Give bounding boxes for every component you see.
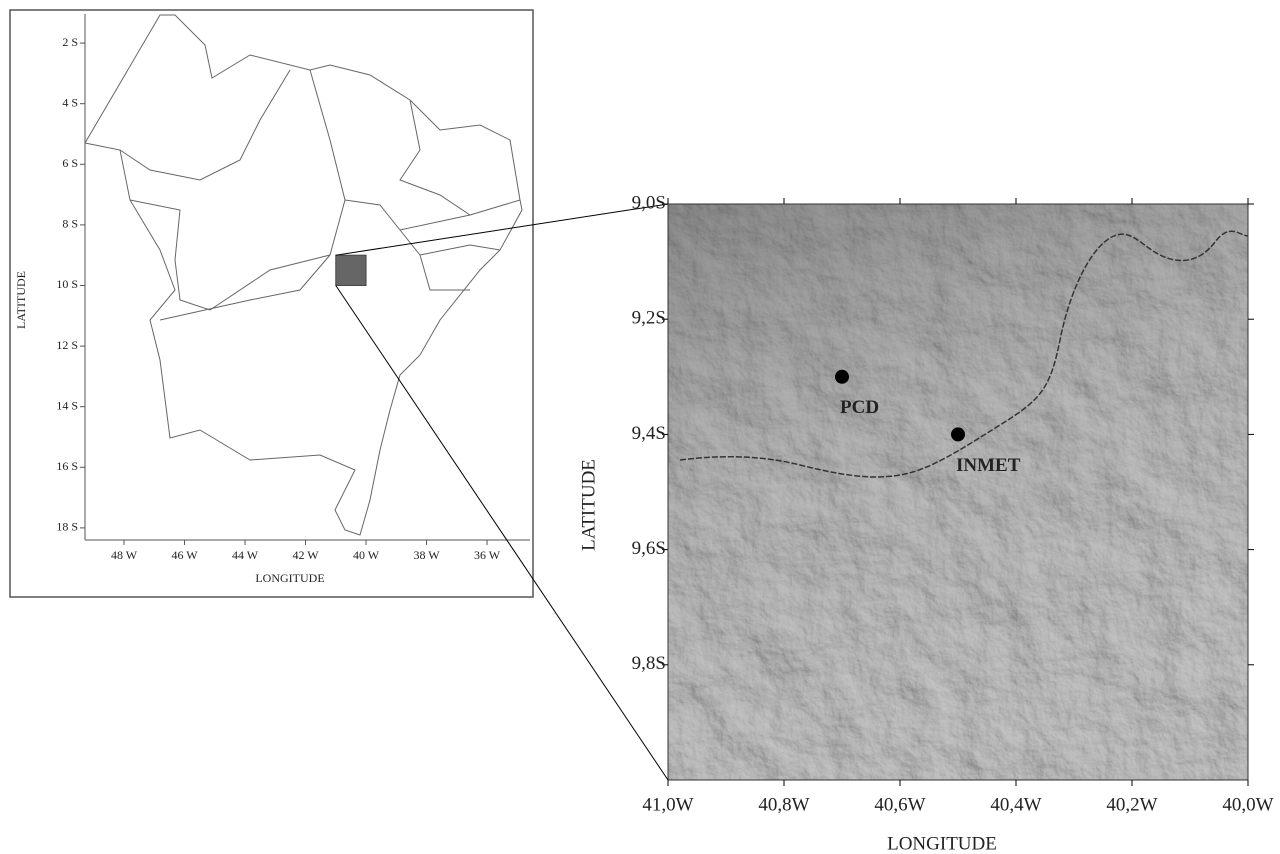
state-outlines xyxy=(85,15,522,535)
y-tick-label: 16 S xyxy=(56,459,78,473)
x-tick-label: 38 W xyxy=(413,548,440,562)
y-tick-label: 10 S xyxy=(56,277,78,291)
x-tick-label: 42 W xyxy=(292,548,319,562)
page: {"left_map": {"x_label": "LONGITUDE", "y… xyxy=(0,0,1280,854)
x-tick-label: 48 W xyxy=(111,548,138,562)
y-tick-label: 9,6S xyxy=(632,538,666,559)
y-tick-label: 6 S xyxy=(62,156,78,170)
x-tick-label: 36 W xyxy=(474,548,501,562)
station-label: PCD xyxy=(840,397,879,418)
y-tick-label: 2 S xyxy=(62,35,78,49)
y-tick-label: 14 S xyxy=(56,398,78,412)
station-label: INMET xyxy=(956,455,1021,476)
x-tick-label: 44 W xyxy=(232,548,259,562)
x-axis-label: LONGITUDE xyxy=(887,833,997,854)
x-tick-label: 40,6W xyxy=(874,794,925,815)
figure: 2 S 4 S 6 S 8 S 10 S 12 S 14 S 16 S 18 S 48 W 46 W… xyxy=(0,0,1280,854)
y-axis-label: LATITUDE xyxy=(578,459,599,551)
x-tick-label: 40,0W xyxy=(1222,794,1273,815)
x-tick-label: 40,2W xyxy=(1106,794,1157,815)
y-axis-label: LATITUDE xyxy=(14,271,28,329)
y-tick-label: 8 S xyxy=(62,217,78,231)
station xyxy=(951,427,965,441)
x-tick-label: 40 W xyxy=(353,548,380,562)
connector xyxy=(336,285,668,780)
y-tick-label: 9,8S xyxy=(632,653,666,674)
x-tick-label: 40,4W xyxy=(990,794,1041,815)
x-axis-label: LONGITUDE xyxy=(255,571,324,585)
y-tick-label: 12 S xyxy=(56,338,78,352)
station xyxy=(835,370,849,384)
y-tick-label: 4 S xyxy=(62,95,78,109)
y-tick-label: 9,2S xyxy=(632,308,666,329)
y-tick-label: 9,4S xyxy=(632,423,666,444)
x-tick-label: 40,8W xyxy=(758,794,809,815)
relief-shade xyxy=(668,204,1248,780)
inset-area xyxy=(336,255,366,285)
y-tick-label: 9,0S xyxy=(632,192,666,213)
left-frame xyxy=(10,10,533,597)
x-tick-label: 46 W xyxy=(171,548,198,562)
y-tick-label: 18 S xyxy=(56,520,78,534)
x-tick-label: 41,0W xyxy=(642,794,693,815)
